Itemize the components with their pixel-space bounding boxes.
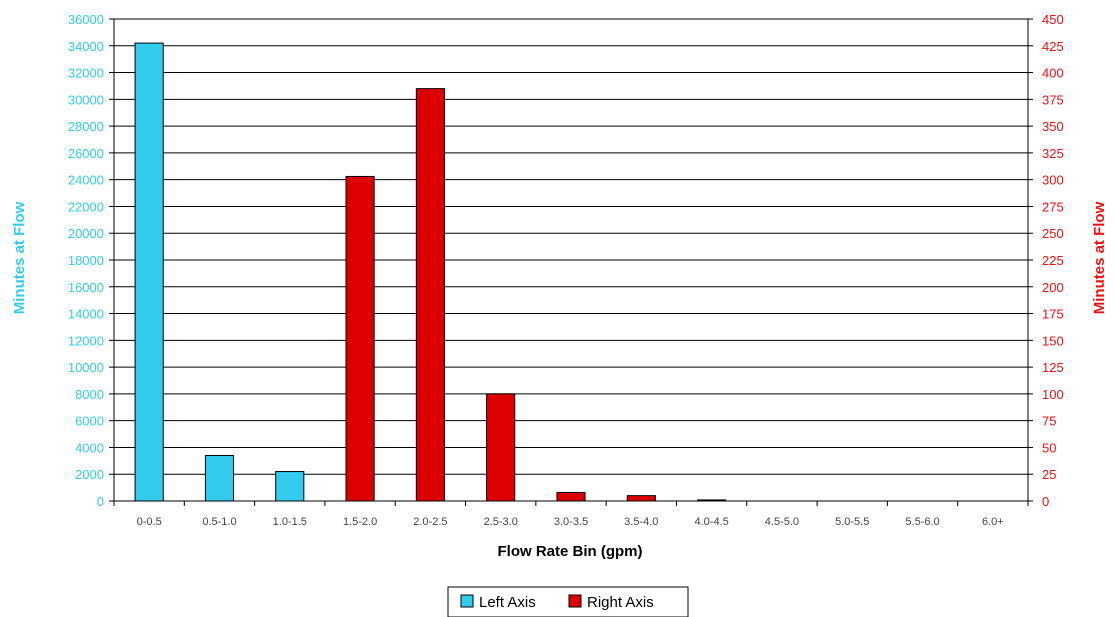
left-tick-label: 2000 xyxy=(75,467,104,482)
category-label: 2.5-3.0 xyxy=(484,516,518,528)
bar-right-axis xyxy=(626,495,656,502)
category-label: 5.0-5.5 xyxy=(835,516,869,528)
left-tick-label: 12000 xyxy=(68,333,104,348)
left-tick-label: 16000 xyxy=(68,280,104,295)
bar-right-axis xyxy=(486,393,516,502)
right-tick-label: 425 xyxy=(1042,39,1064,54)
left-axis-ticks: 0 2000 4000 6000 8000 10000 12000 14000 16000 180… xyxy=(68,12,114,509)
left-tick-label: 22000 xyxy=(68,199,104,214)
left-tick-label: 32000 xyxy=(68,66,104,81)
right-tick-label: 300 xyxy=(1042,173,1064,188)
bar-left-axis xyxy=(134,42,164,502)
category-label: 5.5-6.0 xyxy=(905,516,939,528)
left-tick-label: 36000 xyxy=(68,12,104,27)
x-axis-title: Flow Rate Bin (gpm) xyxy=(498,543,643,560)
right-axis-ticks: 0 25 50 75 100 125 150 175 200 225 250 275 300 325 350… xyxy=(1028,12,1064,509)
category-label: 0.5-1.0 xyxy=(202,516,236,528)
category-label: 6.0+ xyxy=(982,516,1004,528)
category-label: 0-0.5 xyxy=(137,516,162,528)
left-tick-label: 6000 xyxy=(75,414,104,429)
right-tick-label: 450 xyxy=(1042,12,1064,27)
left-tick-label: 10000 xyxy=(68,360,104,375)
category-label: 1.0-1.5 xyxy=(273,516,307,528)
left-tick-label: 14000 xyxy=(68,307,104,322)
right-tick-label: 25 xyxy=(1042,467,1056,482)
bars xyxy=(134,42,727,502)
bar-left-axis xyxy=(204,454,235,502)
legend-swatch-left-axis xyxy=(460,594,474,608)
category-label: 2.0-2.5 xyxy=(413,516,447,528)
plot-frame xyxy=(113,19,1029,502)
category-label: 4.5-5.0 xyxy=(765,516,799,528)
bar-right-axis xyxy=(556,491,586,502)
bar-left-axis xyxy=(275,471,305,502)
left-tick-label: 30000 xyxy=(68,92,104,107)
gridlines xyxy=(114,18,1028,475)
left-tick-label: 20000 xyxy=(68,226,104,241)
category-label: 3.0-3.5 xyxy=(554,516,588,528)
category-label: 4.0-4.5 xyxy=(694,516,728,528)
left-tick-label: 8000 xyxy=(75,387,104,402)
legend-box xyxy=(447,586,689,617)
left-tick-label: 4000 xyxy=(75,440,104,455)
right-tick-label: 400 xyxy=(1042,66,1064,81)
left-tick-label: 0 xyxy=(97,494,104,509)
right-tick-label: 50 xyxy=(1042,440,1056,455)
right-tick-label: 250 xyxy=(1042,226,1064,241)
right-tick-label: 375 xyxy=(1042,92,1064,107)
right-tick-label: 225 xyxy=(1042,253,1064,268)
left-tick-label: 18000 xyxy=(68,253,104,268)
legend-swatch-right-axis xyxy=(568,594,582,608)
right-axis-title: Minutes at Flow xyxy=(1091,201,1108,314)
right-tick-label: 100 xyxy=(1042,387,1064,402)
bar-right-axis xyxy=(415,88,445,502)
left-axis-title: Minutes at Flow xyxy=(11,201,28,314)
left-tick-label: 28000 xyxy=(68,119,104,134)
category-tick-labels: 0-0.5 0.5-1.0 1.0-1.5 1.5-2.0 2.0-2.5 2.5-3.0… xyxy=(113,501,1029,528)
category-label: 1.5-2.0 xyxy=(343,516,377,528)
legend: Left Axis Right Axis xyxy=(447,586,689,617)
legend-label-left-axis: Left Axis xyxy=(479,594,536,611)
right-tick-label: 350 xyxy=(1042,119,1064,134)
right-tick-label: 125 xyxy=(1042,360,1064,375)
right-tick-label: 75 xyxy=(1042,414,1056,429)
right-tick-label: 275 xyxy=(1042,199,1064,214)
bar-right-axis xyxy=(345,175,375,502)
right-tick-label: 175 xyxy=(1042,307,1064,322)
left-tick-label: 24000 xyxy=(68,173,104,188)
category-label: 3.5-4.0 xyxy=(624,516,658,528)
left-tick-label: 34000 xyxy=(68,39,104,54)
left-tick-label: 26000 xyxy=(68,146,104,161)
right-tick-label: 0 xyxy=(1042,494,1049,509)
right-tick-label: 200 xyxy=(1042,280,1064,295)
legend-label-right-axis: Right Axis xyxy=(587,594,654,611)
right-tick-label: 325 xyxy=(1042,146,1064,161)
right-tick-label: 150 xyxy=(1042,333,1064,348)
